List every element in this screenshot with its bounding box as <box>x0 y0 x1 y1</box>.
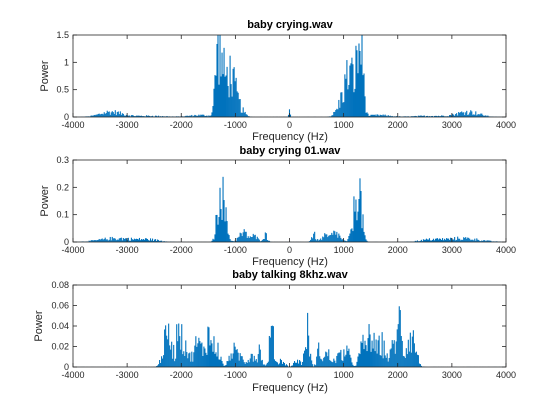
x-tick-label: 4000 <box>496 370 516 380</box>
chart-title: baby crying 01.wav <box>240 145 342 157</box>
x-tick-label: 0 <box>287 245 292 255</box>
x-tick-label: -2000 <box>170 120 193 130</box>
y-tick-label: 0.1 <box>56 210 69 220</box>
x-tick-label: -4000 <box>61 245 84 255</box>
y-tick-label: 0.5 <box>56 85 69 95</box>
y-tick-label: 1.5 <box>56 30 69 40</box>
y-tick-label: 0.2 <box>56 182 69 192</box>
x-tick-label: 0 <box>287 370 292 380</box>
x-tick-label: 0 <box>287 120 292 130</box>
x-tick-label: -4000 <box>61 120 84 130</box>
x-tick-label: -3000 <box>116 245 139 255</box>
y-tick-label: 0 <box>64 362 69 372</box>
x-tick-label: -1000 <box>224 370 247 380</box>
subplot-3: baby talking 8khz.wav Frequency (Hz) Pow… <box>33 269 516 394</box>
spectrum-series <box>72 35 507 117</box>
x-tick-label: -4000 <box>61 370 84 380</box>
y-tick-label: 0 <box>64 237 69 247</box>
subplot-2: baby crying 01.wav Frequency (Hz) Power … <box>39 145 516 268</box>
x-tick-label: -1000 <box>224 245 247 255</box>
y-tick-label: 1 <box>64 57 69 67</box>
x-tick-label: -2000 <box>170 370 193 380</box>
y-tick-label: 0.3 <box>56 155 69 165</box>
x-tick-label: -2000 <box>170 245 193 255</box>
x-tick-label: 2000 <box>388 120 408 130</box>
x-axis-label: Frequency (Hz) <box>252 131 328 143</box>
x-tick-label: 2000 <box>388 245 408 255</box>
x-axis-label: Frequency (Hz) <box>252 256 328 268</box>
x-tick-label: 3000 <box>442 370 462 380</box>
x-tick-label: 1000 <box>334 120 354 130</box>
y-axis-label: Power <box>39 185 51 217</box>
x-tick-label: 4000 <box>496 245 516 255</box>
x-tick-label: 2000 <box>388 370 408 380</box>
x-tick-label: 4000 <box>496 120 516 130</box>
y-tick-label: 0.06 <box>51 301 69 311</box>
x-tick-label: -3000 <box>116 370 139 380</box>
y-axis-label: Power <box>33 310 45 342</box>
subplot-1: baby crying.wav Frequency (Hz) Power -40… <box>39 19 516 143</box>
chart-title: baby talking 8khz.wav <box>232 269 348 281</box>
x-tick-label: -3000 <box>116 120 139 130</box>
x-tick-label: 1000 <box>334 245 354 255</box>
x-tick-label: 3000 <box>442 120 462 130</box>
x-tick-label: -1000 <box>224 120 247 130</box>
chart-title: baby crying.wav <box>247 19 333 31</box>
y-tick-label: 0.02 <box>51 342 69 352</box>
y-tick-label: 0.04 <box>51 321 69 331</box>
y-tick-label: 0.08 <box>51 280 69 290</box>
x-tick-label: 3000 <box>442 245 462 255</box>
y-tick-label: 0 <box>64 112 69 122</box>
x-axis-label: Frequency (Hz) <box>252 382 328 394</box>
y-axis-label: Power <box>39 60 51 92</box>
x-tick-label: 1000 <box>334 370 354 380</box>
